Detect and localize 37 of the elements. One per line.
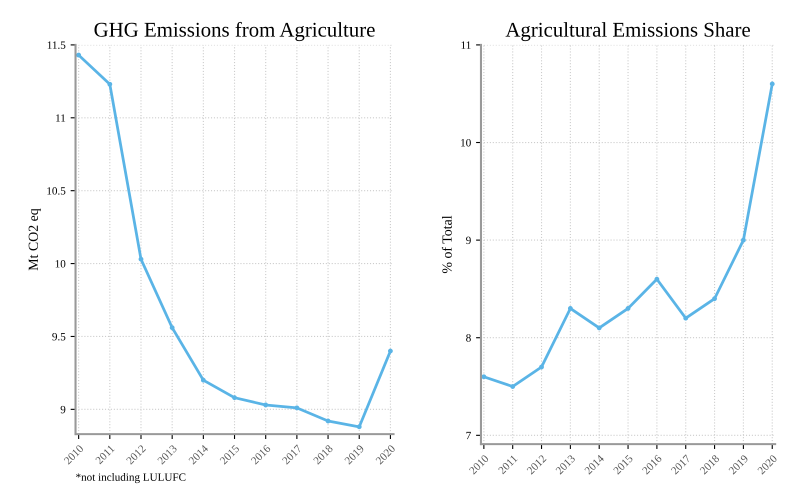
point <box>170 325 175 330</box>
point <box>294 405 300 410</box>
point <box>539 364 544 370</box>
text: *not including LULUFC <box>76 473 186 484</box>
y-tick-label: 9 <box>466 236 471 244</box>
point <box>596 326 602 330</box>
y-axis-title: % of Total <box>442 216 452 274</box>
y-tick-label: 11 <box>56 114 66 122</box>
point <box>510 384 516 389</box>
y-tick-label: 8 <box>466 334 471 342</box>
point <box>654 276 660 282</box>
point <box>76 52 82 58</box>
point <box>770 82 775 86</box>
chart-title: Agricultural Emissions Share <box>506 22 750 42</box>
y-tick-label: 11 <box>462 41 471 49</box>
point <box>107 82 112 87</box>
point <box>683 316 688 321</box>
point <box>626 306 630 311</box>
y-tick-label: 9 <box>60 406 66 414</box>
y-tick-label: 9.5 <box>52 332 66 340</box>
point <box>712 296 717 302</box>
y-tick-label: 7 <box>466 432 471 440</box>
point <box>356 424 362 430</box>
y-axis-title: Mt CO2 eq <box>28 208 41 270</box>
point <box>740 238 746 243</box>
point <box>200 378 206 383</box>
y-tick-label: 11.5 <box>48 41 66 49</box>
y-tick-label: 10.5 <box>47 187 66 195</box>
y-tick-label: 10 <box>461 138 471 146</box>
point <box>568 306 573 311</box>
point <box>326 418 330 424</box>
y-tick-label: 10 <box>56 260 66 268</box>
point <box>263 402 268 408</box>
point <box>138 256 144 262</box>
point <box>232 395 237 400</box>
point <box>388 348 393 354</box>
chart-title: GHG Emissions from Agriculture <box>94 22 375 42</box>
